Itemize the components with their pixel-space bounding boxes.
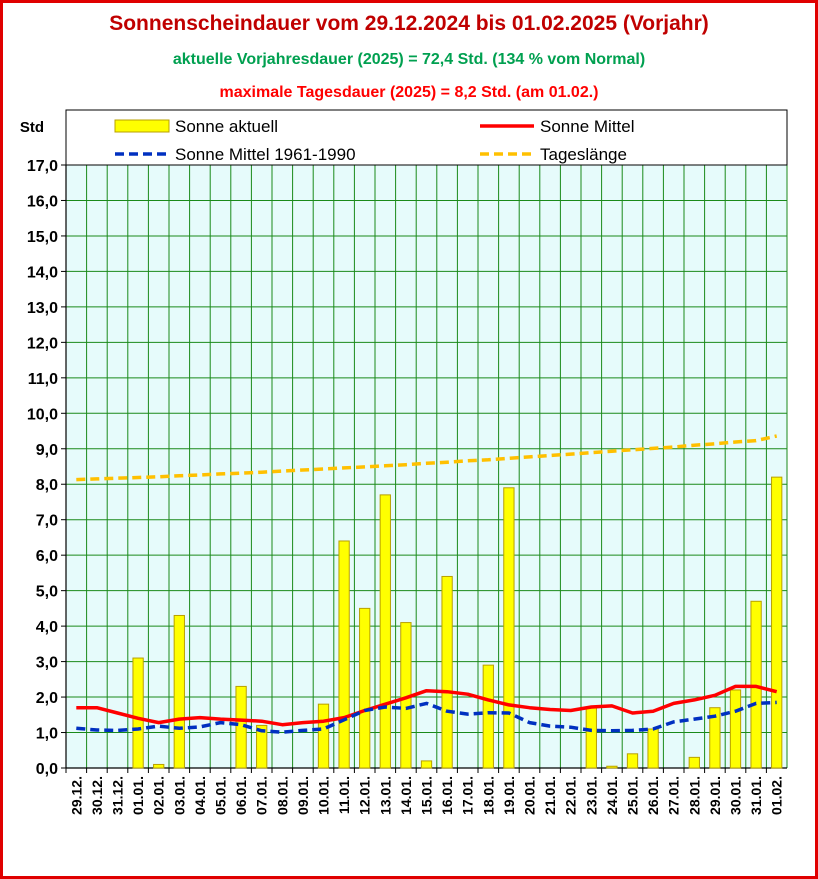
bar (688, 756, 700, 769)
y-tick-label: 15,0 (27, 229, 58, 246)
x-tick-label: 29.01. (707, 776, 723, 815)
x-tick-label: 18.01. (480, 776, 496, 815)
x-tick-label: 16.01. (439, 776, 455, 815)
x-tick-label: 31.12. (110, 776, 126, 815)
y-tick-label: 9,0 (36, 442, 58, 459)
bar (359, 607, 371, 769)
x-tick-label: 09.01. (295, 776, 311, 815)
x-tick-label: 21.01. (542, 776, 558, 815)
bar (379, 494, 391, 769)
bar (709, 707, 721, 769)
x-tick-label: 25.01. (625, 776, 641, 815)
x-tick-label: 01.01. (130, 776, 146, 815)
legend-box (65, 109, 788, 166)
y-tick-label: 6,0 (36, 548, 58, 565)
y-tick-label: 4,0 (36, 619, 58, 636)
y-tick-label: 8,0 (36, 477, 58, 494)
x-tick-label: 26.01. (645, 776, 661, 815)
x-tick-label: 06.01. (233, 776, 249, 815)
x-tick-label: 15.01. (419, 776, 435, 815)
y-axis-label: Std (20, 119, 44, 136)
x-tick-label: 30.12. (89, 776, 105, 815)
x-tick-label: 02.01. (151, 776, 167, 815)
bar (420, 760, 433, 769)
chart-subtitle-season: aktuelle Vorjahresdauer (2025) = 72,4 St… (172, 51, 646, 68)
x-tick-label: 13.01. (377, 776, 393, 815)
bar (750, 600, 762, 769)
y-tick-label: 0,0 (36, 761, 58, 778)
series-line (76, 684, 778, 727)
y-tick-label: 10,0 (27, 406, 58, 423)
bar (338, 540, 350, 769)
y-tick-label: 16,0 (27, 193, 58, 210)
x-tick-label: 28.01. (686, 776, 702, 815)
x-tick-label: 14.01. (398, 776, 414, 815)
x-tick-label: 01.02. (769, 776, 785, 815)
x-tick-label: 23.01. (583, 776, 599, 815)
bar (153, 763, 165, 769)
x-tick-label: 05.01. (213, 776, 229, 815)
bar (771, 476, 783, 769)
legend-label: Sonne aktuell (175, 117, 278, 136)
y-tick-label: 17,0 (27, 158, 58, 175)
bar (729, 689, 742, 769)
x-tick-label: 27.01. (666, 776, 682, 815)
x-tick-label: 20.01. (522, 776, 538, 815)
chart-title: Sonnenscheindauer vom 29.12.2024 bis 01.… (109, 12, 709, 35)
x-tick-label: 12.01. (357, 776, 373, 815)
dashed-series-line (76, 434, 778, 482)
bar (173, 614, 185, 769)
y-tick-label: 1,0 (36, 726, 58, 743)
x-tick-label: 24.01. (604, 776, 620, 815)
y-tick-label: 11,0 (28, 371, 58, 388)
bar (482, 664, 494, 769)
y-tick-label: 14,0 (27, 264, 58, 281)
bar (585, 707, 597, 769)
bar (256, 724, 268, 769)
x-tick-label: 11.01. (336, 776, 352, 814)
bar (441, 575, 453, 769)
y-tick-label: 3,0 (36, 655, 58, 672)
x-tick-label: 07.01. (254, 776, 270, 815)
y-tick-label: 12,0 (27, 335, 58, 352)
y-tick-label: 2,0 (36, 690, 58, 707)
bar (606, 765, 618, 769)
x-tick-label: 29.12. (68, 776, 84, 815)
legend-label: Tageslänge (540, 145, 627, 164)
x-tick-label: 04.01. (192, 776, 208, 815)
x-tick-label: 19.01. (501, 776, 517, 815)
legend-swatch (114, 119, 170, 133)
plot-area (66, 165, 787, 768)
x-tick-label: 10.01. (316, 776, 332, 815)
x-tick-label: 31.01. (748, 776, 764, 815)
x-tick-label: 30.01. (728, 776, 744, 815)
bar (647, 728, 659, 769)
dashed-series-line (76, 700, 777, 734)
x-tick-label: 08.01. (274, 776, 290, 815)
legend-label: Sonne Mittel (540, 117, 635, 136)
bar (132, 657, 144, 769)
bar (503, 487, 515, 769)
x-tick-label: 17.01. (460, 776, 476, 815)
y-tick-label: 5,0 (36, 584, 58, 601)
y-tick-label: 7,0 (36, 513, 58, 530)
bar (626, 753, 639, 769)
chart-subtitle-max: maximale Tagesdauer (2025) = 8,2 Std. (a… (219, 84, 599, 101)
legend-label: Sonne Mittel 1961-1990 (175, 145, 356, 164)
x-tick-label: 22.01. (563, 776, 579, 815)
x-tick-label: 03.01. (171, 776, 187, 815)
bar (317, 703, 330, 769)
y-tick-label: 13,0 (27, 300, 58, 317)
